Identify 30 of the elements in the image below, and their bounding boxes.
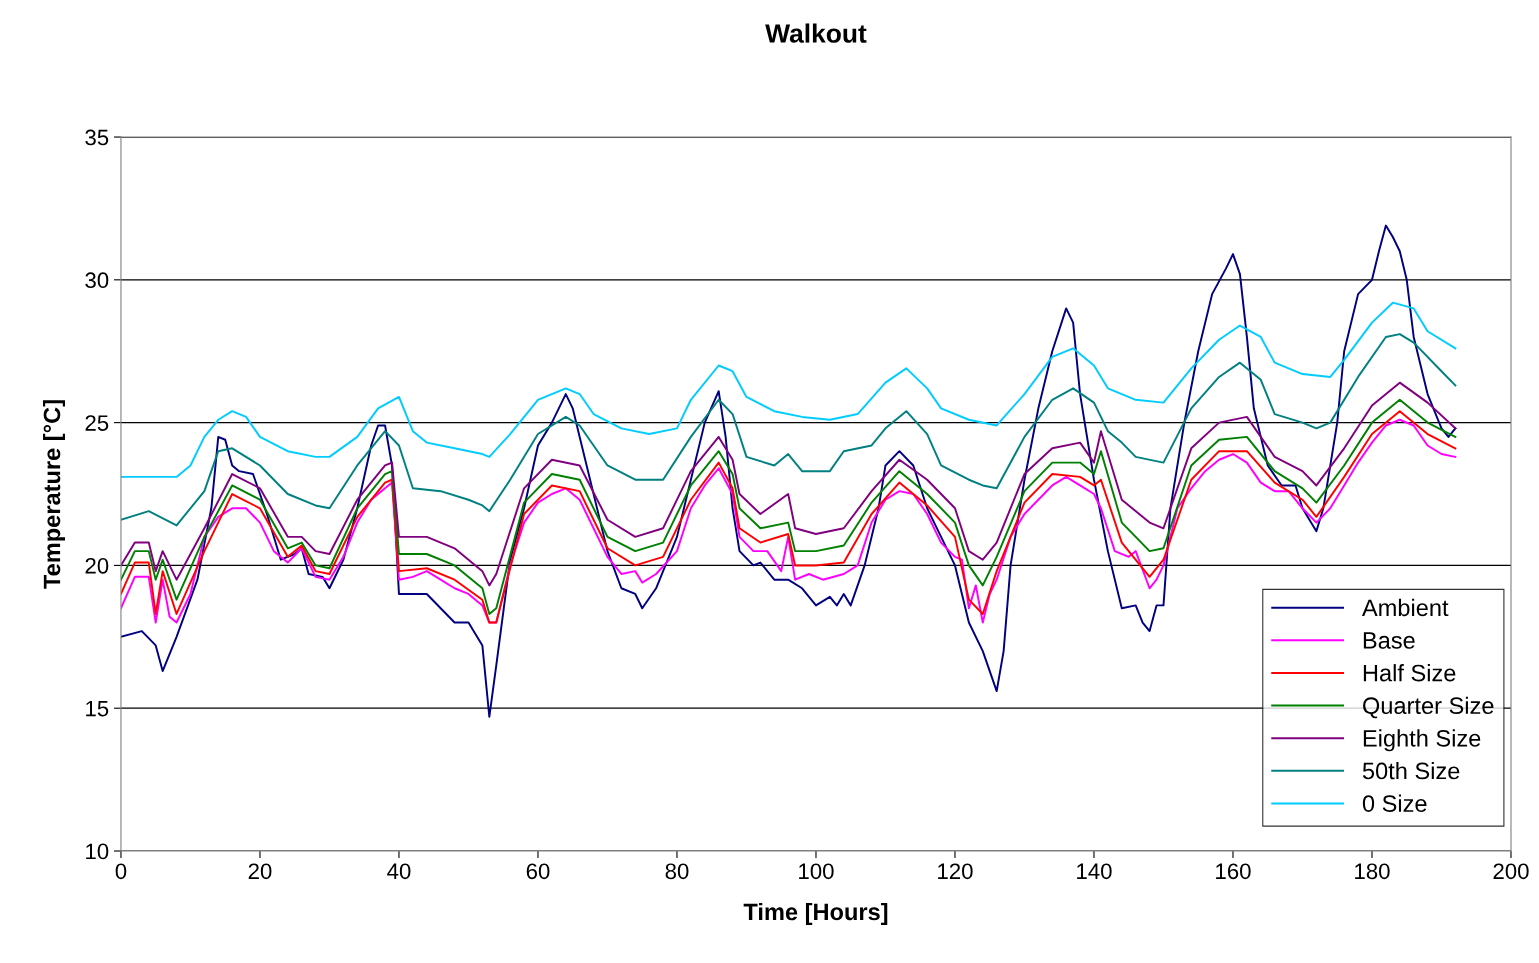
x-tick-label: 120 [938,863,973,880]
legend-label: Half Size [1363,664,1456,682]
y-tick-label: 20 [85,557,109,574]
x-tick-label: 80 [665,863,689,880]
x-tick-label: 160 [1216,863,1251,880]
x-tick-label: 0 [115,863,127,880]
x-tick-label: 140 [1077,863,1112,880]
x-tick-label: 100 [799,863,834,880]
legend-label: Eighth Size [1363,729,1481,752]
x-tick-label: 40 [387,863,411,880]
line-series [120,381,1457,587]
legend-label: Quarter Size [1363,696,1494,719]
y-tick-label: 10 [86,843,109,860]
x-tick-label: 200 [1493,863,1529,880]
legend-label: 0 Size [1362,794,1427,812]
x-tick-label: 180 [1355,863,1390,880]
legend-label: Ambient [1361,598,1449,617]
y-tick-label: 15 [86,700,109,717]
y-axis-title: Temperature [°C] [42,400,65,589]
line-series [120,333,1457,527]
x-tick-label: 20 [248,863,272,880]
legend-label: 50th Size [1362,761,1460,780]
y-tick-label: 25 [85,415,109,431]
y-tick-label: 35 [85,129,109,146]
x-tick-label: 60 [526,863,550,880]
x-axis-title: Time [Hours] [743,902,888,925]
y-tick-label: 30 [85,272,109,289]
line-series [120,301,1457,478]
legend-label: Base [1363,632,1415,649]
chart-title: Walkout [765,23,867,43]
